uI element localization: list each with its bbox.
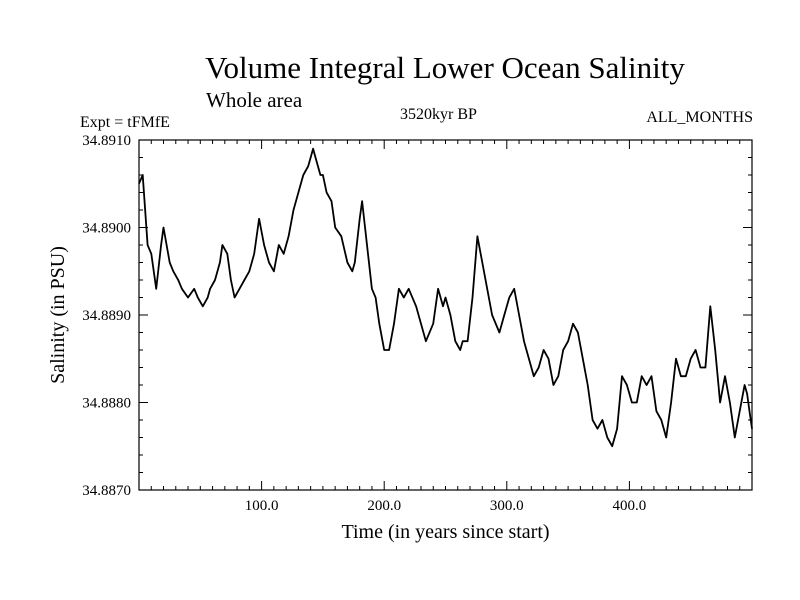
x-tick-label: 100.0 — [245, 498, 279, 514]
x-tick-label: 300.0 — [490, 498, 524, 514]
chart-title: Volume Integral Lower Ocean Salinity — [205, 50, 685, 85]
y-tick-label: 34.8910 — [82, 133, 131, 149]
y-tick-label: 34.8890 — [82, 308, 131, 324]
x-axis-label: Time (in years since start) — [341, 521, 549, 543]
period-label: 3520kyr BP — [400, 106, 477, 123]
y-axis-label: Salinity (in PSU) — [47, 246, 69, 384]
y-tick-label: 34.8880 — [82, 396, 131, 412]
y-tick-label: 34.8900 — [82, 221, 131, 237]
x-tick-label: 200.0 — [367, 498, 401, 514]
chart-subtitle: Whole area — [206, 88, 303, 112]
series-line-salinity — [138, 147, 753, 448]
x-tick-label: 400.0 — [613, 498, 647, 514]
plot-frame — [138, 139, 753, 491]
months-label: ALL_MONTHS — [646, 109, 753, 126]
experiment-label: Expt = tFMfE — [80, 114, 170, 131]
y-tick-label: 34.8870 — [82, 483, 131, 499]
